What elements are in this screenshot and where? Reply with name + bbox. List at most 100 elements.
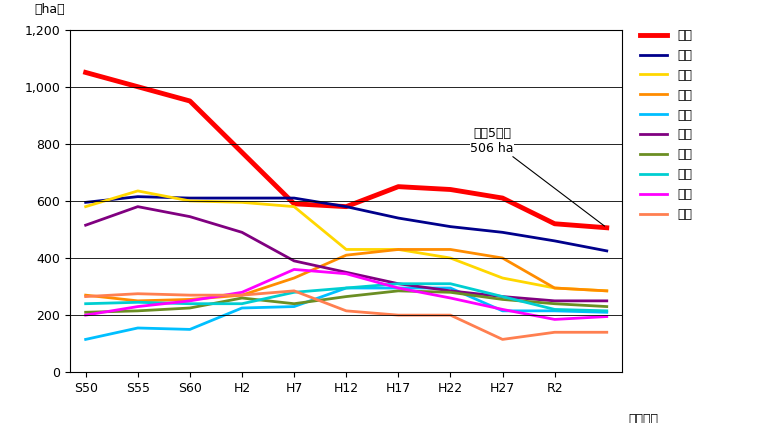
熊本 [602, 288, 612, 294]
茨城 [602, 304, 612, 309]
茨城 [550, 301, 559, 306]
栃木 [446, 187, 455, 192]
千葉 [498, 294, 507, 299]
熊本 [550, 286, 559, 291]
茨城 [81, 310, 90, 315]
長崎 [550, 308, 559, 313]
静岡 [81, 204, 90, 209]
福岡 [394, 216, 403, 221]
熊本 [81, 293, 90, 298]
静岡 [289, 204, 299, 209]
熊本 [185, 297, 194, 302]
愛知 [394, 281, 403, 286]
宮城 [133, 291, 142, 296]
Line: 栃木: 栃木 [86, 72, 607, 228]
静岡 [342, 247, 351, 252]
茨城 [446, 290, 455, 295]
宮城 [550, 330, 559, 335]
佐賀 [394, 286, 403, 291]
栃木 [289, 201, 299, 206]
福岡 [498, 230, 507, 235]
長崎 [81, 337, 90, 342]
静岡 [237, 200, 247, 205]
Legend: 栃木, 福岡, 静岡, 熊本, 長崎, 愛知, 茨城, 千葉, 佐賀, 宮城: 栃木, 福岡, 静岡, 熊本, 長崎, 愛知, 茨城, 千葉, 佐賀, 宮城 [640, 29, 692, 221]
Text: （ha）: （ha） [34, 3, 65, 16]
千葉 [133, 300, 142, 305]
茨城 [185, 305, 194, 310]
福岡 [133, 194, 142, 199]
長崎 [394, 286, 403, 291]
栃木 [185, 99, 194, 104]
佐賀 [446, 295, 455, 300]
愛知 [342, 270, 351, 275]
栃木 [81, 70, 90, 75]
静岡 [133, 188, 142, 193]
愛知 [133, 204, 142, 209]
佐賀 [602, 314, 612, 319]
熊本 [237, 293, 247, 298]
Line: 宮城: 宮城 [86, 291, 607, 339]
長崎 [237, 305, 247, 310]
栃木 [342, 204, 351, 209]
福岡 [550, 239, 559, 244]
茨城 [394, 288, 403, 294]
栃木 [602, 225, 612, 230]
熊本 [446, 247, 455, 252]
Line: 静岡: 静岡 [86, 191, 607, 291]
静岡 [498, 275, 507, 280]
栃木 [498, 195, 507, 201]
Line: 佐賀: 佐賀 [86, 269, 607, 319]
Line: 千葉: 千葉 [86, 284, 607, 311]
千葉 [394, 281, 403, 286]
宮城 [498, 337, 507, 342]
愛知 [602, 298, 612, 303]
福岡 [446, 224, 455, 229]
佐賀 [498, 307, 507, 312]
Line: 茨城: 茨城 [86, 291, 607, 312]
静岡 [446, 255, 455, 261]
千葉 [289, 290, 299, 295]
宮城 [394, 313, 403, 318]
千葉 [185, 301, 194, 306]
愛知 [498, 294, 507, 299]
佐賀 [237, 290, 247, 295]
茨城 [289, 301, 299, 306]
熊本 [498, 255, 507, 261]
長崎 [185, 327, 194, 332]
宮城 [446, 313, 455, 318]
熊本 [289, 275, 299, 280]
長崎 [133, 325, 142, 330]
長崎 [602, 310, 612, 315]
茨城 [498, 297, 507, 302]
熊本 [133, 298, 142, 303]
茨城 [133, 308, 142, 313]
Line: 福岡: 福岡 [86, 197, 607, 251]
愛知 [185, 214, 194, 219]
福岡 [237, 195, 247, 201]
佐賀 [185, 298, 194, 303]
愛知 [446, 288, 455, 294]
Line: 愛知: 愛知 [86, 206, 607, 301]
千葉 [81, 301, 90, 306]
千葉 [342, 286, 351, 291]
宮城 [237, 293, 247, 298]
長崎 [498, 308, 507, 313]
長崎 [289, 304, 299, 309]
千葉 [446, 281, 455, 286]
長崎 [446, 286, 455, 291]
茨城 [237, 295, 247, 300]
福岡 [342, 204, 351, 209]
佐賀 [342, 271, 351, 276]
Line: 長崎: 長崎 [86, 288, 607, 339]
熊本 [394, 247, 403, 252]
宮城 [289, 288, 299, 294]
佐賀 [81, 313, 90, 318]
宮城 [602, 330, 612, 335]
佐賀 [550, 317, 559, 322]
愛知 [81, 222, 90, 228]
宮城 [342, 308, 351, 313]
静岡 [394, 247, 403, 252]
静岡 [185, 198, 194, 203]
静岡 [602, 288, 612, 294]
Text: （年産）: （年産） [628, 413, 658, 423]
